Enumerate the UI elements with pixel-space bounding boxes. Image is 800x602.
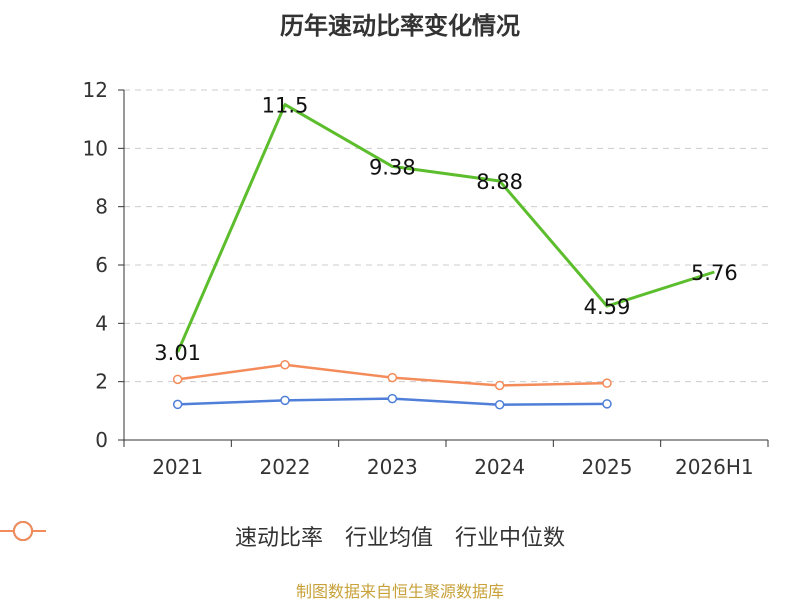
point-2-2024 (494, 380, 505, 391)
data-label-2021: 3.01 (154, 341, 201, 365)
x-tick-label-2026H1: 2026H1 (675, 455, 754, 479)
point-1-2021 (172, 399, 183, 410)
legend-label-quick-ratio: 速动比率 (234, 526, 323, 551)
y-tick-label-0: 0 (95, 428, 108, 452)
x-tick-label-2021: 2021 (152, 455, 203, 479)
series-line-0 (176, 103, 715, 353)
legend: 速动比率 行业均值 行业中位数 (0, 520, 800, 552)
point-2-2025 (602, 378, 612, 388)
data-label-2026H1: 5.76 (691, 261, 738, 285)
chart-title: 历年速动比率变化情况 (280, 12, 520, 40)
point-1-2025 (602, 399, 612, 409)
point-1-2024 (494, 399, 505, 410)
y-tick-label-12: 12 (83, 78, 108, 102)
point-2-2021 (172, 374, 183, 385)
x-tick-label-2022: 2022 (260, 455, 311, 479)
point-1-2023 (387, 393, 398, 404)
x-tick-label-2023: 2023 (367, 455, 418, 479)
legend-item-industry-median[interactable]: 行业中位数 (0, 520, 566, 552)
x-tick-label-2024: 2024 (474, 455, 525, 479)
point-2-2023 (387, 372, 398, 383)
y-tick-label-8: 8 (95, 195, 108, 219)
data-label-2022: 11.5 (262, 94, 309, 118)
source-note: 制图数据来自恒生聚源数据库 (295, 582, 504, 601)
legend-label-industry-median: 行业中位数 (455, 526, 566, 551)
legend-item-quick-ratio[interactable]: 速动比率 (0, 520, 323, 552)
y-tick-label-6: 6 (95, 253, 108, 277)
legend-swatch-industry-median (0, 521, 46, 541)
point-2-2022 (280, 360, 290, 370)
y-tick-label-2: 2 (95, 370, 108, 394)
y-tick-label-4: 4 (95, 311, 108, 335)
x-tick-label-2025: 2025 (582, 455, 633, 479)
legend-label-industry-mean: 行业均值 (344, 526, 433, 551)
data-label-2023: 9.38 (369, 155, 416, 179)
data-label-2025: 4.59 (584, 295, 631, 319)
y-tick-label-10: 10 (83, 136, 108, 160)
data-label-2024: 8.88 (476, 170, 523, 194)
point-1-2022 (280, 395, 290, 406)
legend-item-industry-mean[interactable]: 行业均值 (0, 520, 433, 552)
